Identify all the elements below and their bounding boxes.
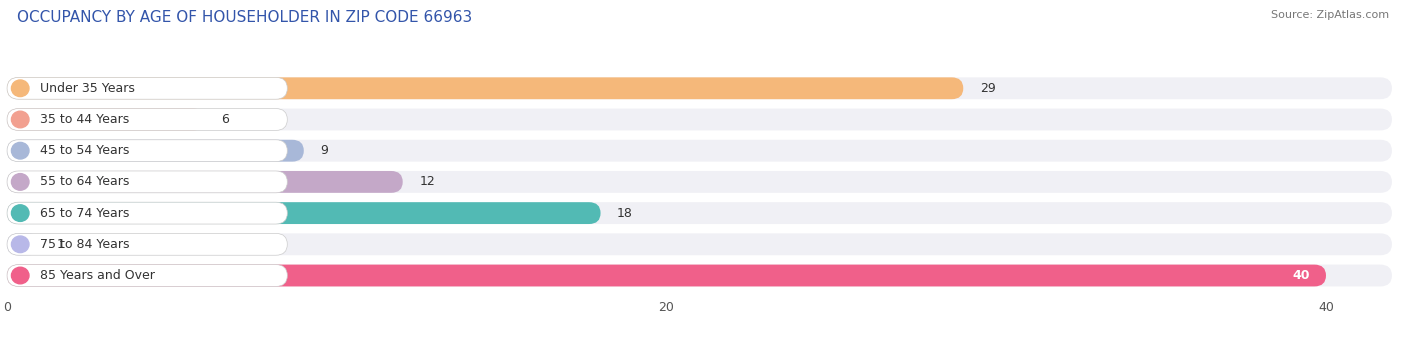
Circle shape (11, 236, 30, 253)
Text: 12: 12 (419, 175, 434, 188)
Circle shape (11, 111, 30, 128)
FancyBboxPatch shape (7, 78, 1392, 99)
Text: 6: 6 (221, 113, 229, 126)
FancyBboxPatch shape (7, 233, 39, 255)
Text: 75 to 84 Years: 75 to 84 Years (39, 238, 129, 251)
FancyBboxPatch shape (7, 171, 287, 193)
Text: 45 to 54 Years: 45 to 54 Years (39, 144, 129, 157)
Circle shape (11, 174, 30, 190)
Text: 18: 18 (617, 207, 633, 220)
Text: 40: 40 (1292, 269, 1309, 282)
Text: 9: 9 (321, 144, 328, 157)
Text: 85 Years and Over: 85 Years and Over (39, 269, 155, 282)
FancyBboxPatch shape (7, 202, 1392, 224)
Text: 65 to 74 Years: 65 to 74 Years (39, 207, 129, 220)
Circle shape (11, 80, 30, 97)
FancyBboxPatch shape (7, 108, 205, 131)
Text: 29: 29 (980, 82, 995, 95)
FancyBboxPatch shape (7, 233, 1392, 255)
FancyBboxPatch shape (7, 78, 963, 99)
FancyBboxPatch shape (7, 202, 287, 224)
FancyBboxPatch shape (7, 108, 287, 131)
FancyBboxPatch shape (7, 202, 600, 224)
Circle shape (11, 205, 30, 221)
FancyBboxPatch shape (7, 265, 1392, 286)
FancyBboxPatch shape (7, 171, 1392, 193)
FancyBboxPatch shape (7, 171, 402, 193)
Text: Under 35 Years: Under 35 Years (39, 82, 135, 95)
Text: Source: ZipAtlas.com: Source: ZipAtlas.com (1271, 10, 1389, 20)
FancyBboxPatch shape (7, 265, 287, 286)
Text: 1: 1 (56, 238, 65, 251)
Text: OCCUPANCY BY AGE OF HOUSEHOLDER IN ZIP CODE 66963: OCCUPANCY BY AGE OF HOUSEHOLDER IN ZIP C… (17, 10, 472, 25)
FancyBboxPatch shape (7, 140, 287, 161)
Circle shape (11, 267, 30, 284)
FancyBboxPatch shape (7, 140, 304, 161)
FancyBboxPatch shape (7, 140, 1392, 161)
FancyBboxPatch shape (7, 233, 287, 255)
Text: 55 to 64 Years: 55 to 64 Years (39, 175, 129, 188)
FancyBboxPatch shape (7, 265, 1326, 286)
Text: 35 to 44 Years: 35 to 44 Years (39, 113, 129, 126)
FancyBboxPatch shape (7, 78, 287, 99)
Circle shape (11, 142, 30, 159)
FancyBboxPatch shape (7, 108, 1392, 131)
